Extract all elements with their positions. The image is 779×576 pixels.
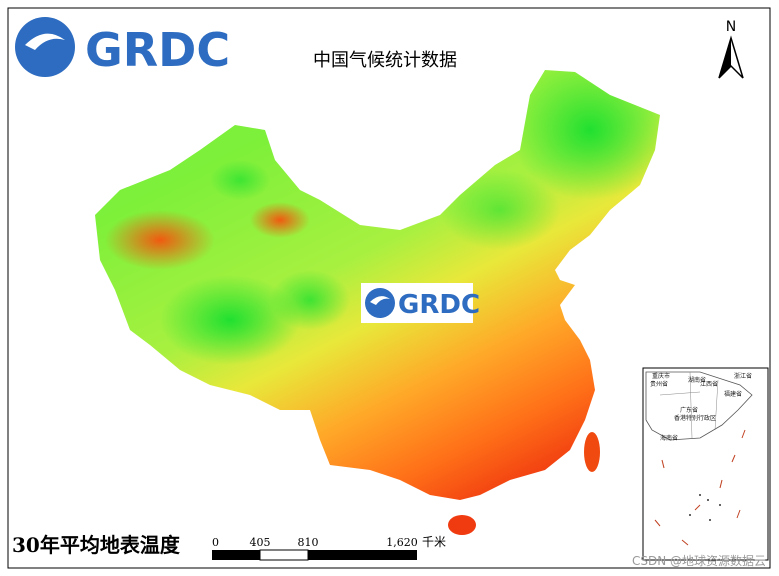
inset-label: 海南省 xyxy=(660,434,678,442)
inset-label: 香港特别行政区 xyxy=(674,414,716,422)
inset-label: 浙江省 xyxy=(734,372,752,380)
scale-labels: 0 405 810 1,620 千米 xyxy=(212,535,446,549)
hainan xyxy=(448,515,476,535)
watermark: CSDN @地球资源数据云 xyxy=(632,553,766,568)
inset-label: 江西省 xyxy=(700,380,718,388)
scale-label: 810 xyxy=(298,536,319,549)
center-logo: GRDC xyxy=(361,283,480,323)
logo-text: GRDC xyxy=(85,23,230,77)
inset-label: 贵州省 xyxy=(650,380,668,388)
scale-label: 0 xyxy=(212,536,219,549)
inset-label: 福建省 xyxy=(724,390,742,398)
inset-label: 广东省 xyxy=(680,406,698,414)
inset-map xyxy=(642,367,769,561)
scale-label: 405 xyxy=(250,536,271,549)
north-label: N xyxy=(726,19,736,35)
taiwan xyxy=(584,432,600,472)
inset-label: 重庆市 xyxy=(652,372,670,380)
scale-bar xyxy=(212,549,417,561)
scale-unit: 千米 xyxy=(422,535,446,549)
north-arrow: N xyxy=(718,19,744,79)
logo: GRDC xyxy=(15,17,230,77)
map-heading: 中国气候统计数据 xyxy=(313,50,457,71)
center-logo-text: GRDC xyxy=(398,290,480,320)
map-title: 30年平均地表温度 xyxy=(12,533,181,557)
scale-label: 1,620 xyxy=(386,536,418,549)
inset-label: 湖南省 xyxy=(688,376,706,384)
